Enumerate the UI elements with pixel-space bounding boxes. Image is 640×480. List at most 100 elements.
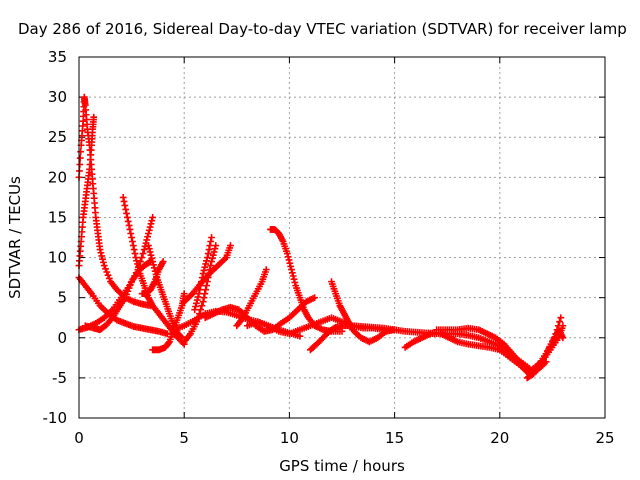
data-point [134,260,141,268]
data-point [123,291,130,298]
grid-lines [79,57,605,418]
data-point [130,246,138,253]
data-point [208,258,215,265]
data-point [134,263,142,271]
data-point [128,234,135,241]
y-tick-label: 30 [48,88,67,106]
y-tick-label: 35 [48,48,67,66]
data-point [208,234,215,241]
data-point [227,242,234,249]
data-point [284,253,292,261]
data-point [76,154,84,162]
data-point [124,287,132,295]
data-point [207,238,215,245]
data-point [140,246,148,253]
data-point [180,290,188,298]
data-point [120,198,128,205]
data-point [144,233,151,241]
data-point [198,302,206,310]
data-point [197,306,205,314]
data-point [159,258,167,265]
y-tick-label: -10 [43,409,68,427]
data-point [201,263,209,271]
data-point [100,262,108,269]
data-point [146,223,154,231]
data-point [177,333,185,341]
y-tick-label: 5 [57,289,67,307]
data-point [126,281,134,289]
data-point [165,339,173,347]
data-point [194,293,202,301]
data-point [97,249,105,257]
data-point [125,222,133,229]
data-point [199,270,207,277]
y-tick-label: -5 [52,369,67,387]
series-arc-12 [191,234,215,314]
x-tick-label: 0 [74,429,84,447]
y-tick-label: 10 [48,249,67,267]
data-point [203,282,210,290]
data-point [296,332,304,340]
data-point [104,271,112,279]
data-point [132,254,140,261]
data-point [145,242,152,249]
data-point [124,218,132,225]
data-point [195,310,203,318]
data-point [100,258,107,266]
data-point [133,257,141,265]
data-point [143,236,151,244]
data-point [90,113,98,121]
data-point [291,279,299,286]
data-point [556,318,563,326]
data-point [288,269,296,277]
data-point [148,217,156,225]
data-point [99,255,106,263]
data-point [209,251,217,259]
data-point [147,251,155,259]
data-point [148,254,156,262]
data-point [212,242,220,249]
data-point [141,242,149,250]
data-point [145,226,153,234]
x-tick-label: 20 [490,429,509,447]
data-point [191,306,199,314]
data-point [121,202,129,209]
data-point [145,245,153,253]
data-point [149,258,157,265]
data-point [150,261,157,269]
x-axis-label: GPS time / hours [279,457,405,475]
data-point [122,206,130,213]
data-point [139,250,147,257]
data-point [193,296,201,304]
data-point [195,290,203,298]
data-point [163,330,171,338]
data-point [206,242,214,249]
y-axis-label: SDTVAR / TECUs [6,176,24,299]
data-point [96,246,104,253]
plot-frame [78,56,606,419]
data-point [199,298,207,306]
data-point [205,246,213,253]
data-point [103,268,111,276]
data-point [102,265,109,273]
data-point [203,257,210,265]
data-point [286,259,294,267]
data-point [204,250,212,257]
data-point [289,272,297,280]
data-point [288,266,295,273]
data-point [210,248,218,256]
data-point [108,315,115,323]
data-point [559,334,567,342]
data-points [75,93,567,382]
data-point [287,262,295,270]
data-point [105,275,113,282]
data-point [121,294,129,302]
series-arc-9 [138,258,167,298]
data-point [200,294,208,302]
data-point [201,290,209,298]
y-tick-label: 0 [57,329,67,347]
data-point [193,299,200,307]
data-point [126,226,134,233]
